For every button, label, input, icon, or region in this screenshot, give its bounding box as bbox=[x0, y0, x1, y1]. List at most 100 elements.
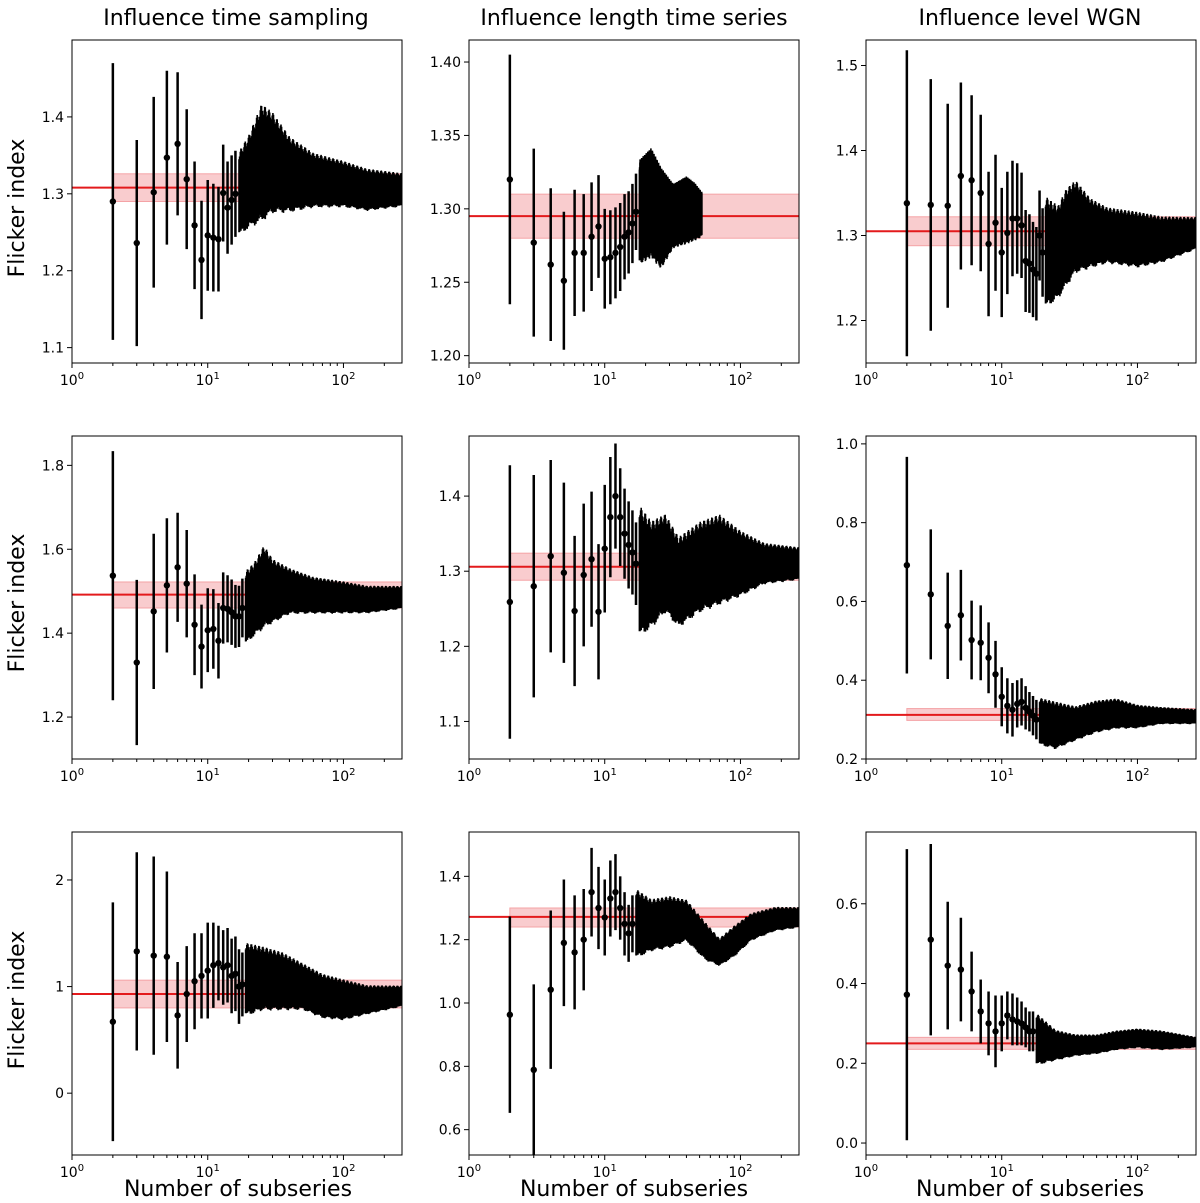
col-2-xlabel: Number of subseries bbox=[520, 1177, 748, 1202]
x-tick-label: 101 bbox=[990, 767, 1014, 785]
data-point bbox=[183, 990, 190, 998]
axes-frame bbox=[865, 435, 1197, 760]
x-tick-exponent: 0 bbox=[78, 767, 84, 778]
data-point bbox=[616, 513, 624, 521]
axes-frame bbox=[468, 39, 800, 364]
data-point bbox=[985, 654, 992, 661]
dense-error-region bbox=[244, 547, 402, 642]
data-point bbox=[1004, 702, 1011, 710]
data-point bbox=[621, 920, 628, 928]
x-tick-exponent: 2 bbox=[1143, 371, 1149, 382]
data-point bbox=[133, 659, 140, 666]
data-point bbox=[601, 914, 608, 921]
data-point bbox=[560, 939, 568, 947]
data-point bbox=[560, 569, 568, 576]
x-tick-exponent: 2 bbox=[349, 767, 355, 778]
data-point bbox=[957, 612, 965, 619]
x-tick-exponent: 0 bbox=[872, 371, 878, 382]
y-tick-label: 1.8 bbox=[42, 458, 64, 474]
dense-error-region bbox=[1044, 181, 1196, 304]
y-tick-label: 0.8 bbox=[836, 516, 858, 532]
data-point bbox=[150, 952, 157, 959]
data-point bbox=[968, 636, 975, 644]
data-point bbox=[191, 621, 198, 628]
axes-frame bbox=[71, 39, 403, 364]
y-tick-label: 0.8 bbox=[439, 1059, 461, 1075]
data-point bbox=[215, 235, 222, 243]
data-point bbox=[629, 920, 636, 928]
data-point bbox=[1039, 249, 1046, 256]
data-point bbox=[163, 953, 171, 960]
data-point bbox=[235, 613, 243, 620]
data-point bbox=[191, 978, 198, 985]
y-tick-label: 2 bbox=[55, 873, 64, 889]
y-tick-label: 0.2 bbox=[836, 1056, 858, 1072]
y-tick-label: 1.4 bbox=[439, 869, 461, 885]
data-point bbox=[998, 693, 1005, 700]
data-point bbox=[506, 1011, 514, 1018]
data-point bbox=[204, 232, 211, 239]
y-tick-label: 1.4 bbox=[439, 489, 461, 505]
data-point bbox=[1018, 698, 1025, 706]
x-tick-label: 102 bbox=[728, 371, 752, 389]
y-tick-label: 0 bbox=[55, 1086, 64, 1102]
data-point bbox=[198, 256, 205, 264]
y-tick-label: 1.3 bbox=[836, 229, 858, 245]
data-point bbox=[1022, 704, 1029, 711]
data-point bbox=[547, 552, 554, 560]
x-tick-exponent: 0 bbox=[78, 371, 84, 382]
dense-error-region bbox=[638, 148, 703, 268]
x-tick-label: 101 bbox=[990, 371, 1014, 389]
row-1-ylabel: Flicker index bbox=[5, 139, 30, 278]
x-tick-label: 100 bbox=[457, 767, 481, 785]
data-point bbox=[1022, 1024, 1029, 1031]
x-tick-label: 100 bbox=[457, 371, 481, 389]
data-point bbox=[944, 962, 951, 969]
y-tick-label: 0.6 bbox=[836, 897, 858, 913]
data-point bbox=[601, 545, 608, 552]
data-point bbox=[957, 172, 965, 180]
data-point bbox=[625, 229, 632, 236]
x-tick-label: 102 bbox=[728, 767, 752, 785]
data-point bbox=[506, 598, 514, 606]
row-2-ylabel: Flicker index bbox=[5, 534, 30, 673]
data-point bbox=[992, 219, 999, 226]
plot-area bbox=[866, 50, 1196, 357]
data-point bbox=[530, 239, 537, 246]
y-tick-label: 1.0 bbox=[439, 996, 461, 1012]
plot-area bbox=[72, 852, 402, 1142]
y-tick-label: 1.25 bbox=[430, 275, 461, 291]
data-point bbox=[215, 959, 222, 967]
x-tick-label: 102 bbox=[1125, 1163, 1149, 1181]
y-tick-label: 1.20 bbox=[430, 349, 461, 365]
y-tick-label: 1.1 bbox=[42, 341, 64, 357]
data-point bbox=[239, 981, 246, 988]
axes-frame bbox=[71, 831, 403, 1156]
data-point bbox=[239, 604, 246, 612]
data-point bbox=[616, 904, 624, 912]
data-point bbox=[150, 189, 157, 196]
y-tick-label: 1.40 bbox=[430, 55, 461, 71]
x-tick-exponent: 2 bbox=[349, 371, 355, 382]
y-tick-label: 0.4 bbox=[836, 977, 858, 993]
y-tick-label: 1.35 bbox=[430, 128, 461, 144]
data-point bbox=[944, 202, 951, 209]
x-tick-label: 100 bbox=[60, 767, 84, 785]
data-point bbox=[204, 967, 211, 974]
x-tick-exponent: 0 bbox=[872, 1163, 878, 1174]
plot-area bbox=[72, 63, 402, 347]
data-point bbox=[968, 177, 975, 184]
data-point bbox=[109, 198, 117, 205]
axes-frame bbox=[71, 435, 403, 760]
y-tick-label: 1.4 bbox=[836, 144, 858, 160]
col-3-xlabel: Number of subseries bbox=[916, 1177, 1144, 1202]
x-tick-label: 100 bbox=[457, 1163, 481, 1181]
data-point bbox=[625, 541, 632, 549]
plot-area bbox=[866, 456, 1196, 749]
data-point bbox=[133, 948, 140, 955]
data-point bbox=[1033, 716, 1040, 723]
